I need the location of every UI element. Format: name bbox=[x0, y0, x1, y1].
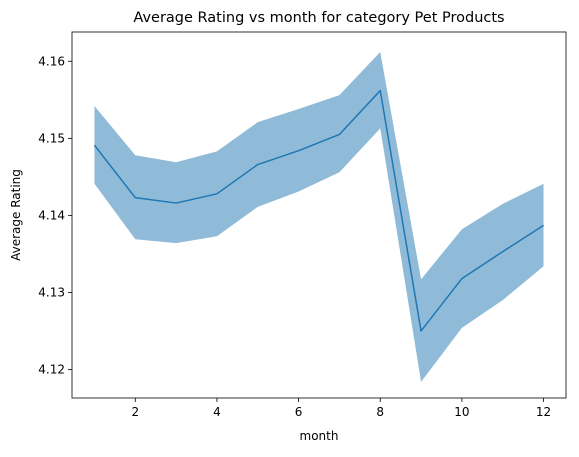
x-tick-label: 4 bbox=[213, 405, 221, 419]
x-ticks: 2 4 6 8 10 12 bbox=[131, 398, 551, 419]
chart-title: Average Rating vs month for category Pet… bbox=[133, 10, 504, 26]
series-line-layer bbox=[93, 89, 544, 332]
x-tick-label: 10 bbox=[454, 405, 469, 419]
x-tick-label: 6 bbox=[295, 405, 303, 419]
y-ticks: 4.12 4.13 4.14 4.15 4.16 bbox=[38, 54, 72, 377]
x-tick-label: 2 bbox=[131, 405, 139, 419]
y-tick-label: 4.15 bbox=[38, 132, 65, 146]
confidence-band bbox=[94, 52, 544, 382]
x-tick-label: 12 bbox=[536, 405, 551, 419]
confidence-band-layer bbox=[94, 52, 544, 382]
y-axis-label: Average Rating bbox=[9, 169, 23, 261]
y-tick-label: 4.12 bbox=[38, 363, 65, 377]
x-axis-label: month bbox=[300, 429, 339, 443]
y-tick-label: 4.14 bbox=[38, 209, 65, 223]
y-tick-label: 4.13 bbox=[38, 286, 65, 300]
x-tick-label: 8 bbox=[376, 405, 384, 419]
series-line bbox=[93, 89, 544, 332]
y-tick-label: 4.16 bbox=[38, 54, 65, 68]
